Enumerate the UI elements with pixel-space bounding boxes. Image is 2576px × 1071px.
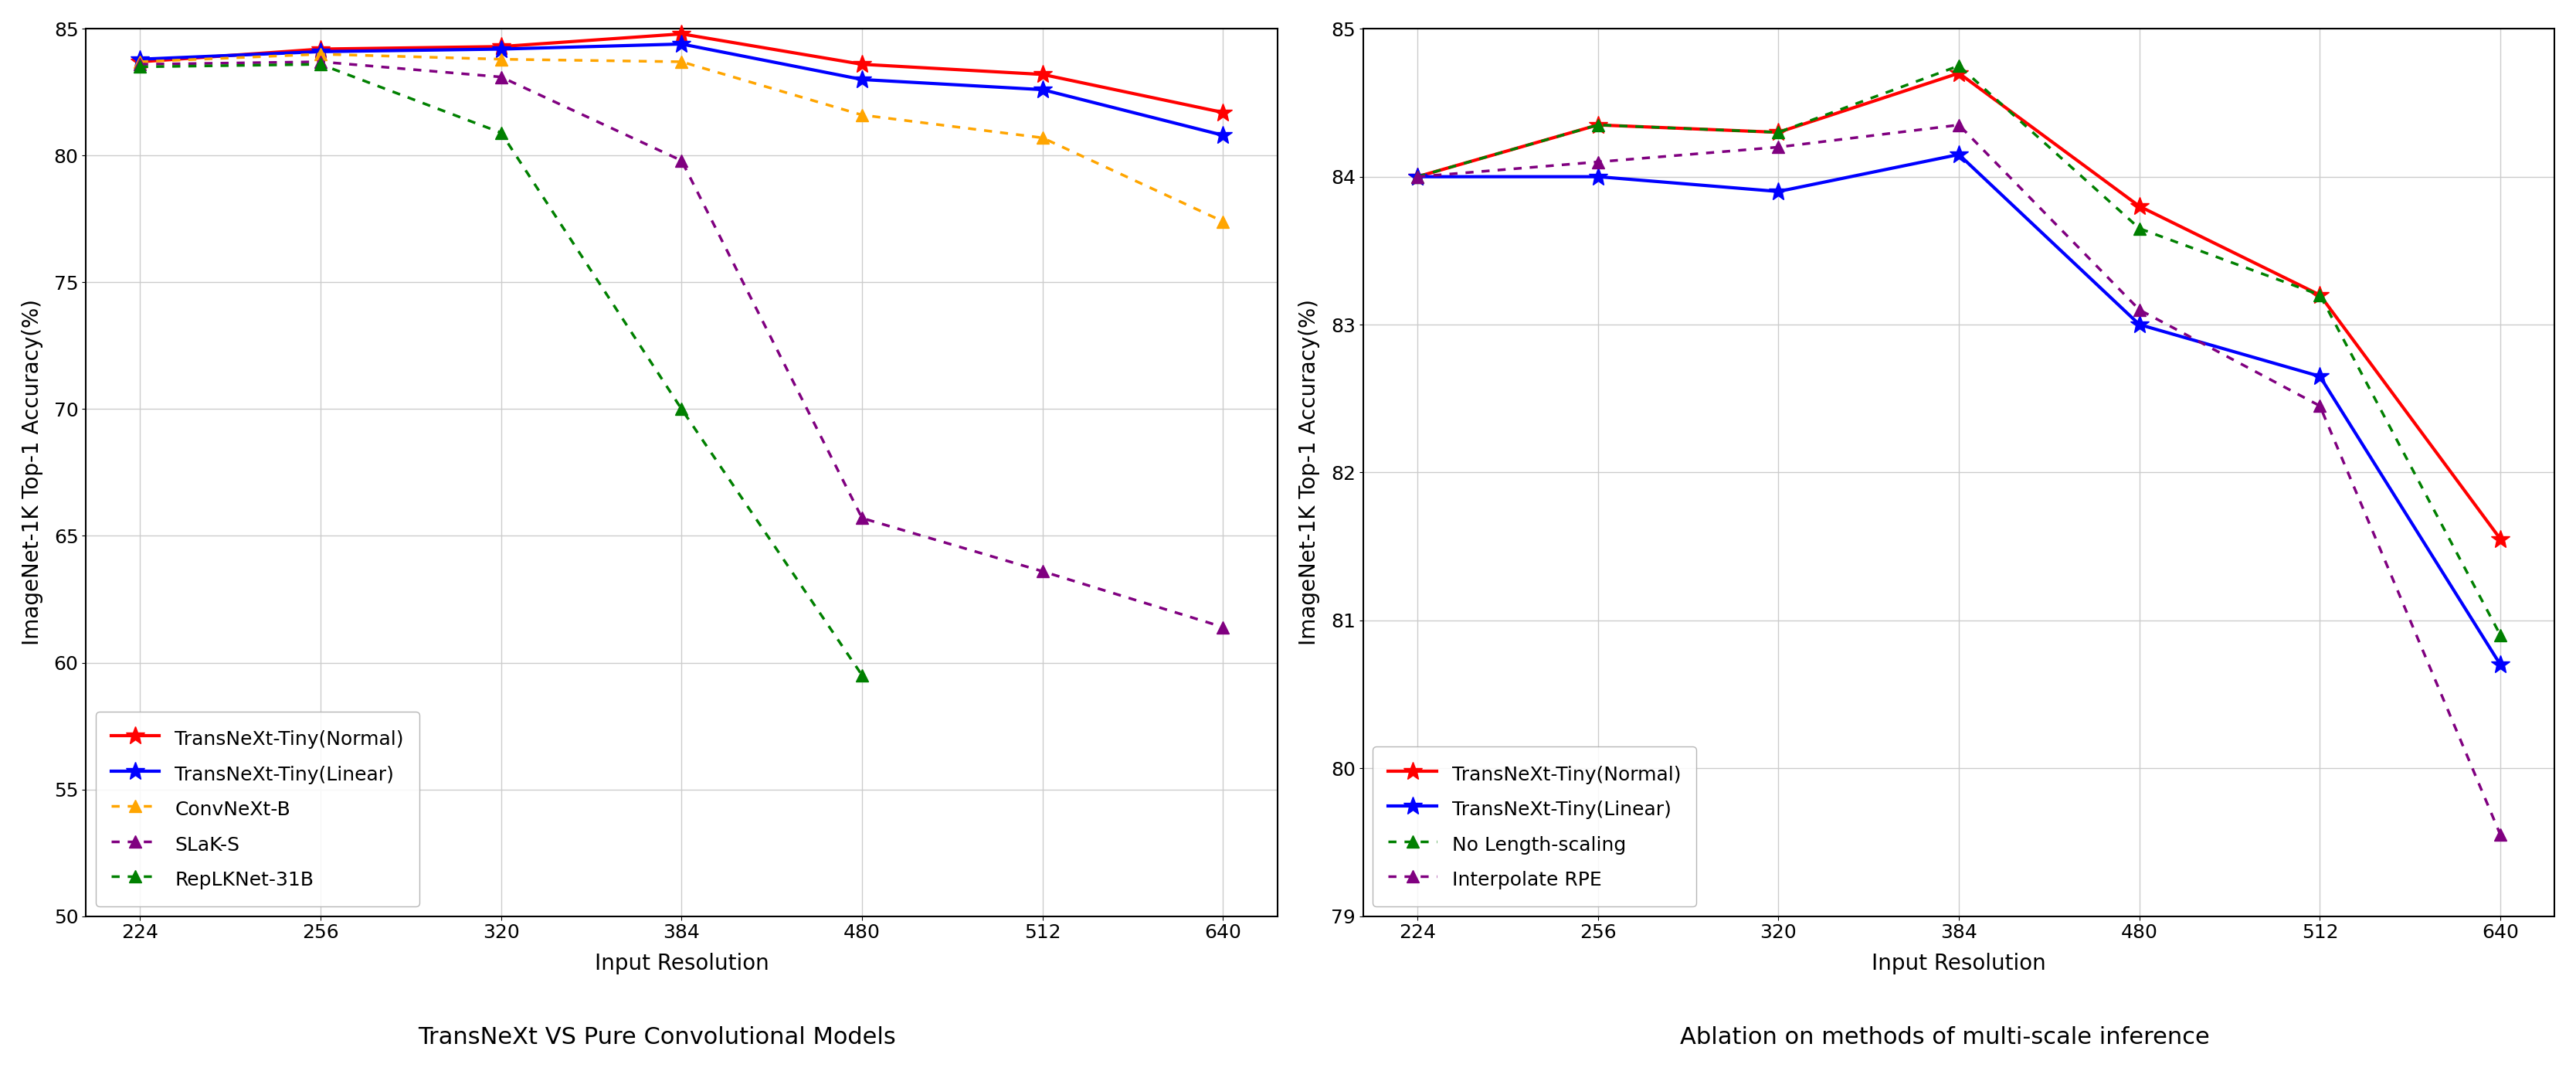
No Length-scaling: [1762, 126, 1793, 139]
TransNeXt-Tiny(Normal): [2125, 200, 2156, 213]
TransNeXt-Tiny(Normal): [124, 56, 155, 69]
RepLKNet-31B: [487, 126, 518, 139]
Line: Interpolate RPE: Interpolate RPE: [1412, 119, 2506, 841]
Line: SLaK-S: SLaK-S: [134, 56, 1229, 634]
No Length-scaling: [1582, 119, 1613, 132]
No Length-scaling: [1401, 170, 1432, 183]
ConvNeXt-B: [1208, 215, 1239, 228]
Y-axis label: ImageNet-1K Top-1 Accuracy(%): ImageNet-1K Top-1 Accuracy(%): [21, 300, 44, 646]
Interpolate RPE: [1762, 140, 1793, 153]
Text: TransNeXt VS Pure Convolutional Models: TransNeXt VS Pure Convolutional Models: [417, 1026, 896, 1049]
TransNeXt-Tiny(Linear): [667, 37, 698, 50]
TransNeXt-Tiny(Normal): [1028, 69, 1059, 81]
No Length-scaling: [1942, 59, 1973, 72]
Y-axis label: ImageNet-1K Top-1 Accuracy(%): ImageNet-1K Top-1 Accuracy(%): [1298, 300, 1321, 646]
TransNeXt-Tiny(Linear): [1028, 84, 1059, 96]
RepLKNet-31B: [124, 60, 155, 73]
TransNeXt-Tiny(Normal): [304, 43, 335, 56]
ConvNeXt-B: [848, 108, 878, 121]
RepLKNet-31B: [848, 669, 878, 682]
Line: TransNeXt-Tiny(Linear): TransNeXt-Tiny(Linear): [131, 34, 1234, 145]
TransNeXt-Tiny(Linear): [1208, 129, 1239, 141]
TransNeXt-Tiny(Linear): [848, 73, 878, 86]
Interpolate RPE: [2125, 303, 2156, 316]
No Length-scaling: [2125, 222, 2156, 235]
RepLKNet-31B: [304, 58, 335, 71]
TransNeXt-Tiny(Normal): [2306, 288, 2336, 301]
No Length-scaling: [2486, 629, 2517, 642]
TransNeXt-Tiny(Normal): [667, 28, 698, 41]
TransNeXt-Tiny(Linear): [2486, 659, 2517, 672]
X-axis label: Input Resolution: Input Resolution: [1873, 953, 2045, 975]
TransNeXt-Tiny(Normal): [1582, 119, 1613, 132]
TransNeXt-Tiny(Normal): [2486, 532, 2517, 545]
SLaK-S: [1208, 621, 1239, 634]
TransNeXt-Tiny(Linear): [124, 52, 155, 65]
TransNeXt-Tiny(Linear): [2125, 318, 2156, 331]
SLaK-S: [304, 56, 335, 69]
ConvNeXt-B: [667, 56, 698, 69]
Legend: TransNeXt-Tiny(Normal), TransNeXt-Tiny(Linear), No Length-scaling, Interpolate R: TransNeXt-Tiny(Normal), TransNeXt-Tiny(L…: [1373, 746, 1698, 906]
ConvNeXt-B: [304, 48, 335, 61]
Text: Ablation on methods of multi-scale inference: Ablation on methods of multi-scale infer…: [1680, 1026, 2210, 1049]
ConvNeXt-B: [1028, 132, 1059, 145]
Interpolate RPE: [1942, 119, 1973, 132]
TransNeXt-Tiny(Normal): [487, 40, 518, 52]
TransNeXt-Tiny(Linear): [304, 45, 335, 58]
SLaK-S: [1028, 564, 1059, 577]
Line: No Length-scaling: No Length-scaling: [1412, 59, 2506, 642]
SLaK-S: [124, 58, 155, 71]
TransNeXt-Tiny(Normal): [1762, 126, 1793, 139]
Line: TransNeXt-Tiny(Normal): TransNeXt-Tiny(Normal): [1406, 63, 2509, 548]
Line: TransNeXt-Tiny(Linear): TransNeXt-Tiny(Linear): [1406, 145, 2509, 675]
TransNeXt-Tiny(Normal): [1208, 106, 1239, 119]
Legend: TransNeXt-Tiny(Normal), TransNeXt-Tiny(Linear), ConvNeXt-B, SLaK-S, RepLKNet-31B: TransNeXt-Tiny(Normal), TransNeXt-Tiny(L…: [95, 711, 420, 906]
TransNeXt-Tiny(Linear): [1942, 148, 1973, 161]
Interpolate RPE: [2306, 399, 2336, 412]
SLaK-S: [848, 512, 878, 525]
Line: TransNeXt-Tiny(Normal): TransNeXt-Tiny(Normal): [131, 25, 1234, 122]
SLaK-S: [667, 154, 698, 167]
No Length-scaling: [2306, 288, 2336, 301]
TransNeXt-Tiny(Linear): [1582, 170, 1613, 183]
Line: ConvNeXt-B: ConvNeXt-B: [134, 48, 1229, 228]
ConvNeXt-B: [487, 52, 518, 65]
TransNeXt-Tiny(Normal): [1401, 170, 1432, 183]
SLaK-S: [487, 71, 518, 84]
Interpolate RPE: [1582, 155, 1613, 168]
Interpolate RPE: [2486, 828, 2517, 841]
X-axis label: Input Resolution: Input Resolution: [595, 953, 768, 975]
Interpolate RPE: [1401, 170, 1432, 183]
RepLKNet-31B: [667, 403, 698, 416]
TransNeXt-Tiny(Normal): [848, 58, 878, 71]
TransNeXt-Tiny(Linear): [1401, 170, 1432, 183]
ConvNeXt-B: [124, 56, 155, 69]
TransNeXt-Tiny(Normal): [1942, 66, 1973, 79]
TransNeXt-Tiny(Linear): [487, 43, 518, 56]
TransNeXt-Tiny(Linear): [1762, 185, 1793, 198]
TransNeXt-Tiny(Linear): [2306, 369, 2336, 382]
Line: RepLKNet-31B: RepLKNet-31B: [134, 58, 868, 682]
